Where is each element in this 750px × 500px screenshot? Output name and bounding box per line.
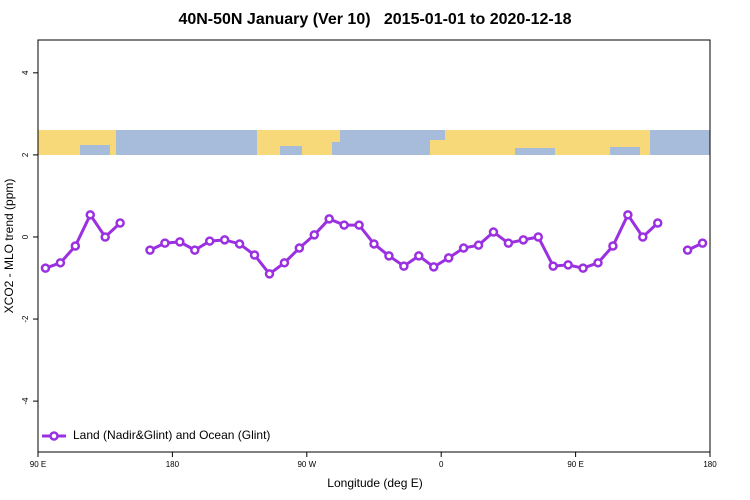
plot-frame bbox=[37, 39, 711, 453]
point bbox=[548, 261, 558, 271]
point bbox=[682, 245, 693, 255]
point bbox=[234, 239, 245, 249]
point bbox=[339, 220, 349, 230]
point bbox=[100, 232, 110, 242]
point bbox=[593, 258, 603, 268]
point bbox=[443, 253, 454, 263]
y-axis-label: XCO2 - MLO trend (ppm) bbox=[2, 179, 16, 314]
point bbox=[294, 243, 305, 253]
x-tick-label: 90 E bbox=[30, 460, 46, 469]
point bbox=[399, 261, 409, 271]
x-axis-label: Longitude (deg E) bbox=[327, 476, 422, 490]
point bbox=[55, 258, 66, 268]
point bbox=[204, 236, 215, 246]
map-strip bbox=[38, 130, 710, 155]
point bbox=[578, 263, 588, 273]
point bbox=[354, 220, 364, 230]
legend-marker bbox=[49, 431, 59, 441]
x-tick-label: 0 bbox=[439, 460, 444, 469]
point bbox=[369, 239, 379, 249]
point bbox=[503, 238, 514, 248]
point bbox=[428, 262, 439, 272]
x-tick-label: 90 E bbox=[567, 460, 583, 469]
point bbox=[533, 232, 544, 242]
point bbox=[40, 263, 51, 273]
point bbox=[608, 241, 618, 251]
point bbox=[652, 218, 663, 228]
point bbox=[623, 210, 633, 220]
y-tick-label: 2 bbox=[21, 152, 30, 157]
point bbox=[279, 258, 290, 268]
point bbox=[115, 218, 125, 228]
point bbox=[563, 260, 573, 270]
y-tick-label: 4 bbox=[21, 70, 30, 75]
point bbox=[85, 210, 96, 220]
point bbox=[309, 230, 320, 240]
point bbox=[488, 227, 499, 237]
point bbox=[175, 237, 185, 247]
chart-title: 40N-50N January (Ver 10) 2015-01-01 to 2… bbox=[178, 11, 571, 28]
point bbox=[190, 245, 200, 255]
x-tick-label: 180 bbox=[166, 460, 180, 469]
legend-label: Land (Nadir&Glint) and Ocean (Glint) bbox=[73, 428, 270, 442]
point bbox=[219, 235, 230, 245]
x-tick-label: 90 W bbox=[297, 460, 316, 469]
point bbox=[249, 250, 260, 260]
point bbox=[473, 240, 484, 250]
point bbox=[264, 269, 275, 279]
point bbox=[324, 214, 334, 224]
y-tick-label: -2 bbox=[21, 315, 30, 323]
point bbox=[697, 238, 708, 248]
point bbox=[70, 241, 81, 251]
x-tick-label: 180 bbox=[703, 460, 717, 469]
y-tick-label: 0 bbox=[21, 234, 30, 239]
point bbox=[458, 243, 469, 253]
point bbox=[638, 232, 648, 242]
point bbox=[518, 235, 529, 245]
point bbox=[384, 251, 394, 261]
point bbox=[145, 245, 155, 255]
point bbox=[160, 238, 170, 248]
y-tick-label: -4 bbox=[21, 397, 30, 405]
point bbox=[414, 251, 424, 261]
